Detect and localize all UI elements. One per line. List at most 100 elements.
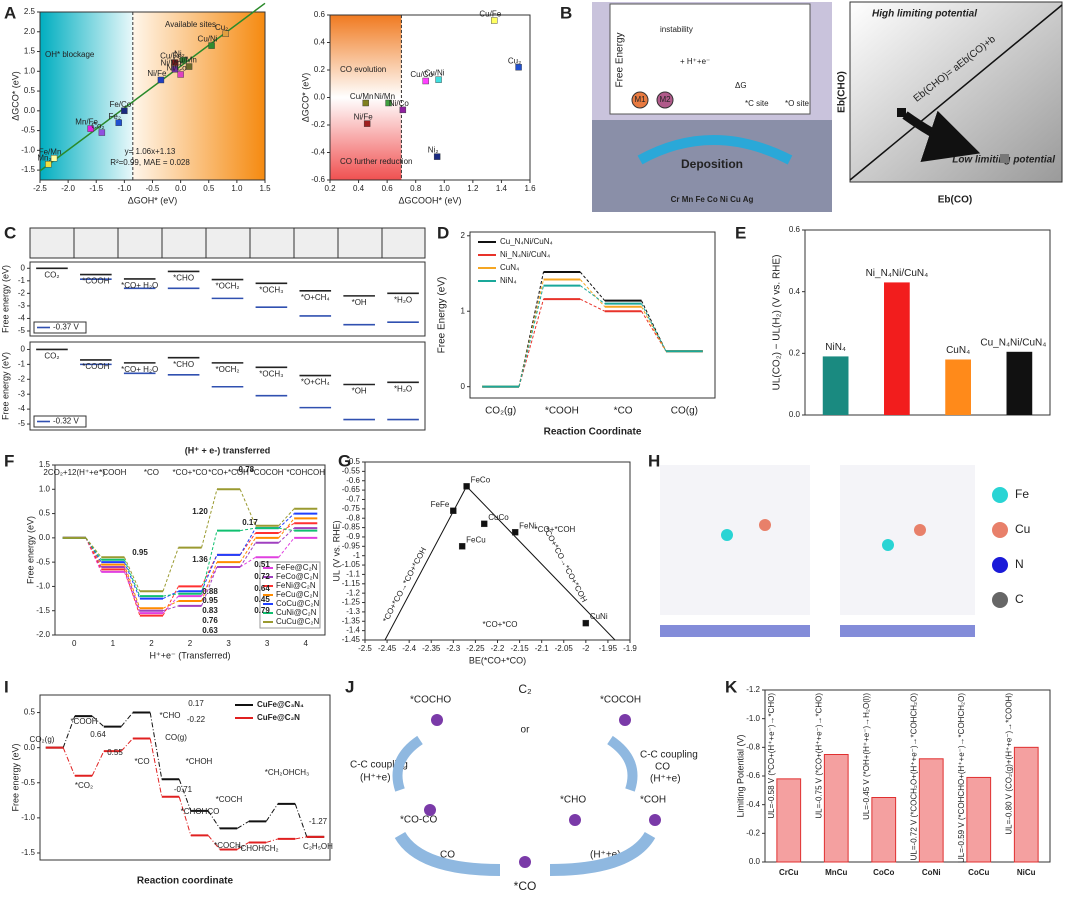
b-text: + H⁺+e⁻ xyxy=(680,57,710,66)
y-tick-label: -1 xyxy=(18,276,26,285)
plot-frame xyxy=(469,231,716,399)
plot-frame xyxy=(54,464,326,636)
atom xyxy=(619,714,631,726)
point-label: Ni/Co xyxy=(389,99,410,108)
x-tick-label: -2.4 xyxy=(402,644,416,653)
y-tick-label: -1.0 xyxy=(36,582,50,591)
y-tick-label: -0.7 xyxy=(346,495,360,504)
point-label: Mn₂ xyxy=(37,153,51,162)
point xyxy=(157,76,165,84)
atom xyxy=(519,856,531,868)
x-tick-label: -2.35 xyxy=(422,644,441,653)
y-tick-label: 0.0 xyxy=(39,533,51,542)
y-tick-label: -0.6 xyxy=(746,771,760,780)
connector xyxy=(123,566,141,611)
point-label: CuNi xyxy=(590,612,608,621)
legend-atom xyxy=(992,522,1008,538)
b-text: Eb(CHO) xyxy=(837,71,848,113)
x-tick-label: *COOH xyxy=(545,406,579,417)
x-axis-label: ΔGOH* (eV) xyxy=(128,195,178,205)
connector xyxy=(162,590,179,600)
j-text: C-C coupling xyxy=(350,760,408,771)
b-text: Cr Mn Fe Co Ni Cu Ag xyxy=(671,195,754,204)
y-tick-label: 0.6 xyxy=(314,10,326,19)
level-label: *CO+ H₂O xyxy=(121,281,158,290)
y-tick-label: -1.2 xyxy=(746,685,760,694)
y-tick-label: 0.0 xyxy=(314,93,326,102)
y-tick-label: 0.0 xyxy=(789,410,801,419)
point xyxy=(121,107,128,115)
annotation: *CHOH xyxy=(186,757,213,766)
legend-label: FeFe@C₂N xyxy=(276,563,318,572)
annotation: -0.22 xyxy=(187,715,206,724)
x-axis-label: H⁺+e⁻ (Transferred) xyxy=(150,650,231,660)
region xyxy=(40,12,133,180)
c-icon xyxy=(29,227,75,259)
connector xyxy=(201,554,218,592)
legend-label: -0.37 V xyxy=(53,323,79,332)
panel-labels: A B C D E F G H I J K xyxy=(4,3,746,696)
y-tick-label: 2 xyxy=(461,231,466,240)
level-label: *CHO xyxy=(173,360,194,369)
x-tick-label: 1.0 xyxy=(231,184,243,193)
annotation: *COCH xyxy=(216,795,243,804)
bar xyxy=(918,758,944,863)
b-text: High limiting potential xyxy=(872,9,977,20)
annotation: *CO₂ xyxy=(75,781,93,790)
connector xyxy=(236,820,250,829)
y-tick-label: -1.5 xyxy=(36,606,50,615)
point xyxy=(435,76,442,83)
j-arrow xyxy=(392,735,423,792)
point-label: FeCu xyxy=(466,535,486,544)
atom xyxy=(882,539,894,551)
x-tick-label: 4 xyxy=(303,639,308,648)
y-tick-label: 0.4 xyxy=(789,287,801,296)
point-label: Ni/Co xyxy=(167,64,188,73)
connector xyxy=(162,600,179,609)
annotation: y= 1.06x+1.13 xyxy=(125,147,176,156)
bar xyxy=(823,754,849,863)
x-axis-label: BE(*CO+*CO) xyxy=(469,655,526,665)
j-text: C₂ xyxy=(518,682,532,696)
b-point xyxy=(1000,154,1009,163)
point xyxy=(399,106,407,114)
x-tick-label: 2 xyxy=(149,639,154,648)
legend-label: CuCu@C₂N xyxy=(276,617,319,626)
x-tick-label: 0.5 xyxy=(203,184,215,193)
y-axis-label: Free energy (eV) xyxy=(10,743,20,811)
connector xyxy=(278,508,295,527)
atom xyxy=(569,814,581,826)
stage-label: *COHCOH xyxy=(286,468,325,477)
bar xyxy=(884,282,910,415)
connector xyxy=(123,571,141,614)
point xyxy=(180,57,187,64)
legend-label: C xyxy=(1015,592,1024,606)
connector xyxy=(149,738,163,797)
panel-b: Free Energy instability + H⁺+e⁻ ΔG *C si… xyxy=(592,1,1063,212)
h-structure xyxy=(660,465,810,615)
point-label: FeNi xyxy=(519,521,536,530)
point xyxy=(171,59,179,66)
y-tick-label: -0.85 xyxy=(342,523,361,532)
x-tick-label: CoCu xyxy=(968,868,989,877)
y-tick-label: 2.5 xyxy=(24,7,36,16)
connector xyxy=(149,712,163,780)
value-label: UL=-0.59 V (*COHCHO+(H⁺+e⁻)→*COHCH₂O) xyxy=(957,693,966,863)
legend-label: Fe xyxy=(1015,487,1029,501)
legend-label: -0.32 V xyxy=(53,417,79,426)
j-text: *CO-CO xyxy=(400,815,437,826)
level-label: CO₂ xyxy=(44,270,59,279)
level-label: *OH xyxy=(352,387,367,396)
level-label: CO₂ xyxy=(44,352,59,361)
point xyxy=(87,125,94,132)
y-tick-label: -5 xyxy=(18,326,26,335)
panel-label: J xyxy=(345,677,354,696)
x-tick-label: -2.5 xyxy=(33,184,47,193)
level-label: *OCH₃ xyxy=(259,369,283,378)
annotation: 0.55 xyxy=(107,748,123,757)
annotation: *CO+*CO xyxy=(483,620,518,629)
level-label: *CO+ H₂O xyxy=(121,365,158,374)
h-side-view xyxy=(660,625,810,637)
j-arrow xyxy=(394,831,501,876)
point-label: Ni/Mn xyxy=(374,92,395,101)
